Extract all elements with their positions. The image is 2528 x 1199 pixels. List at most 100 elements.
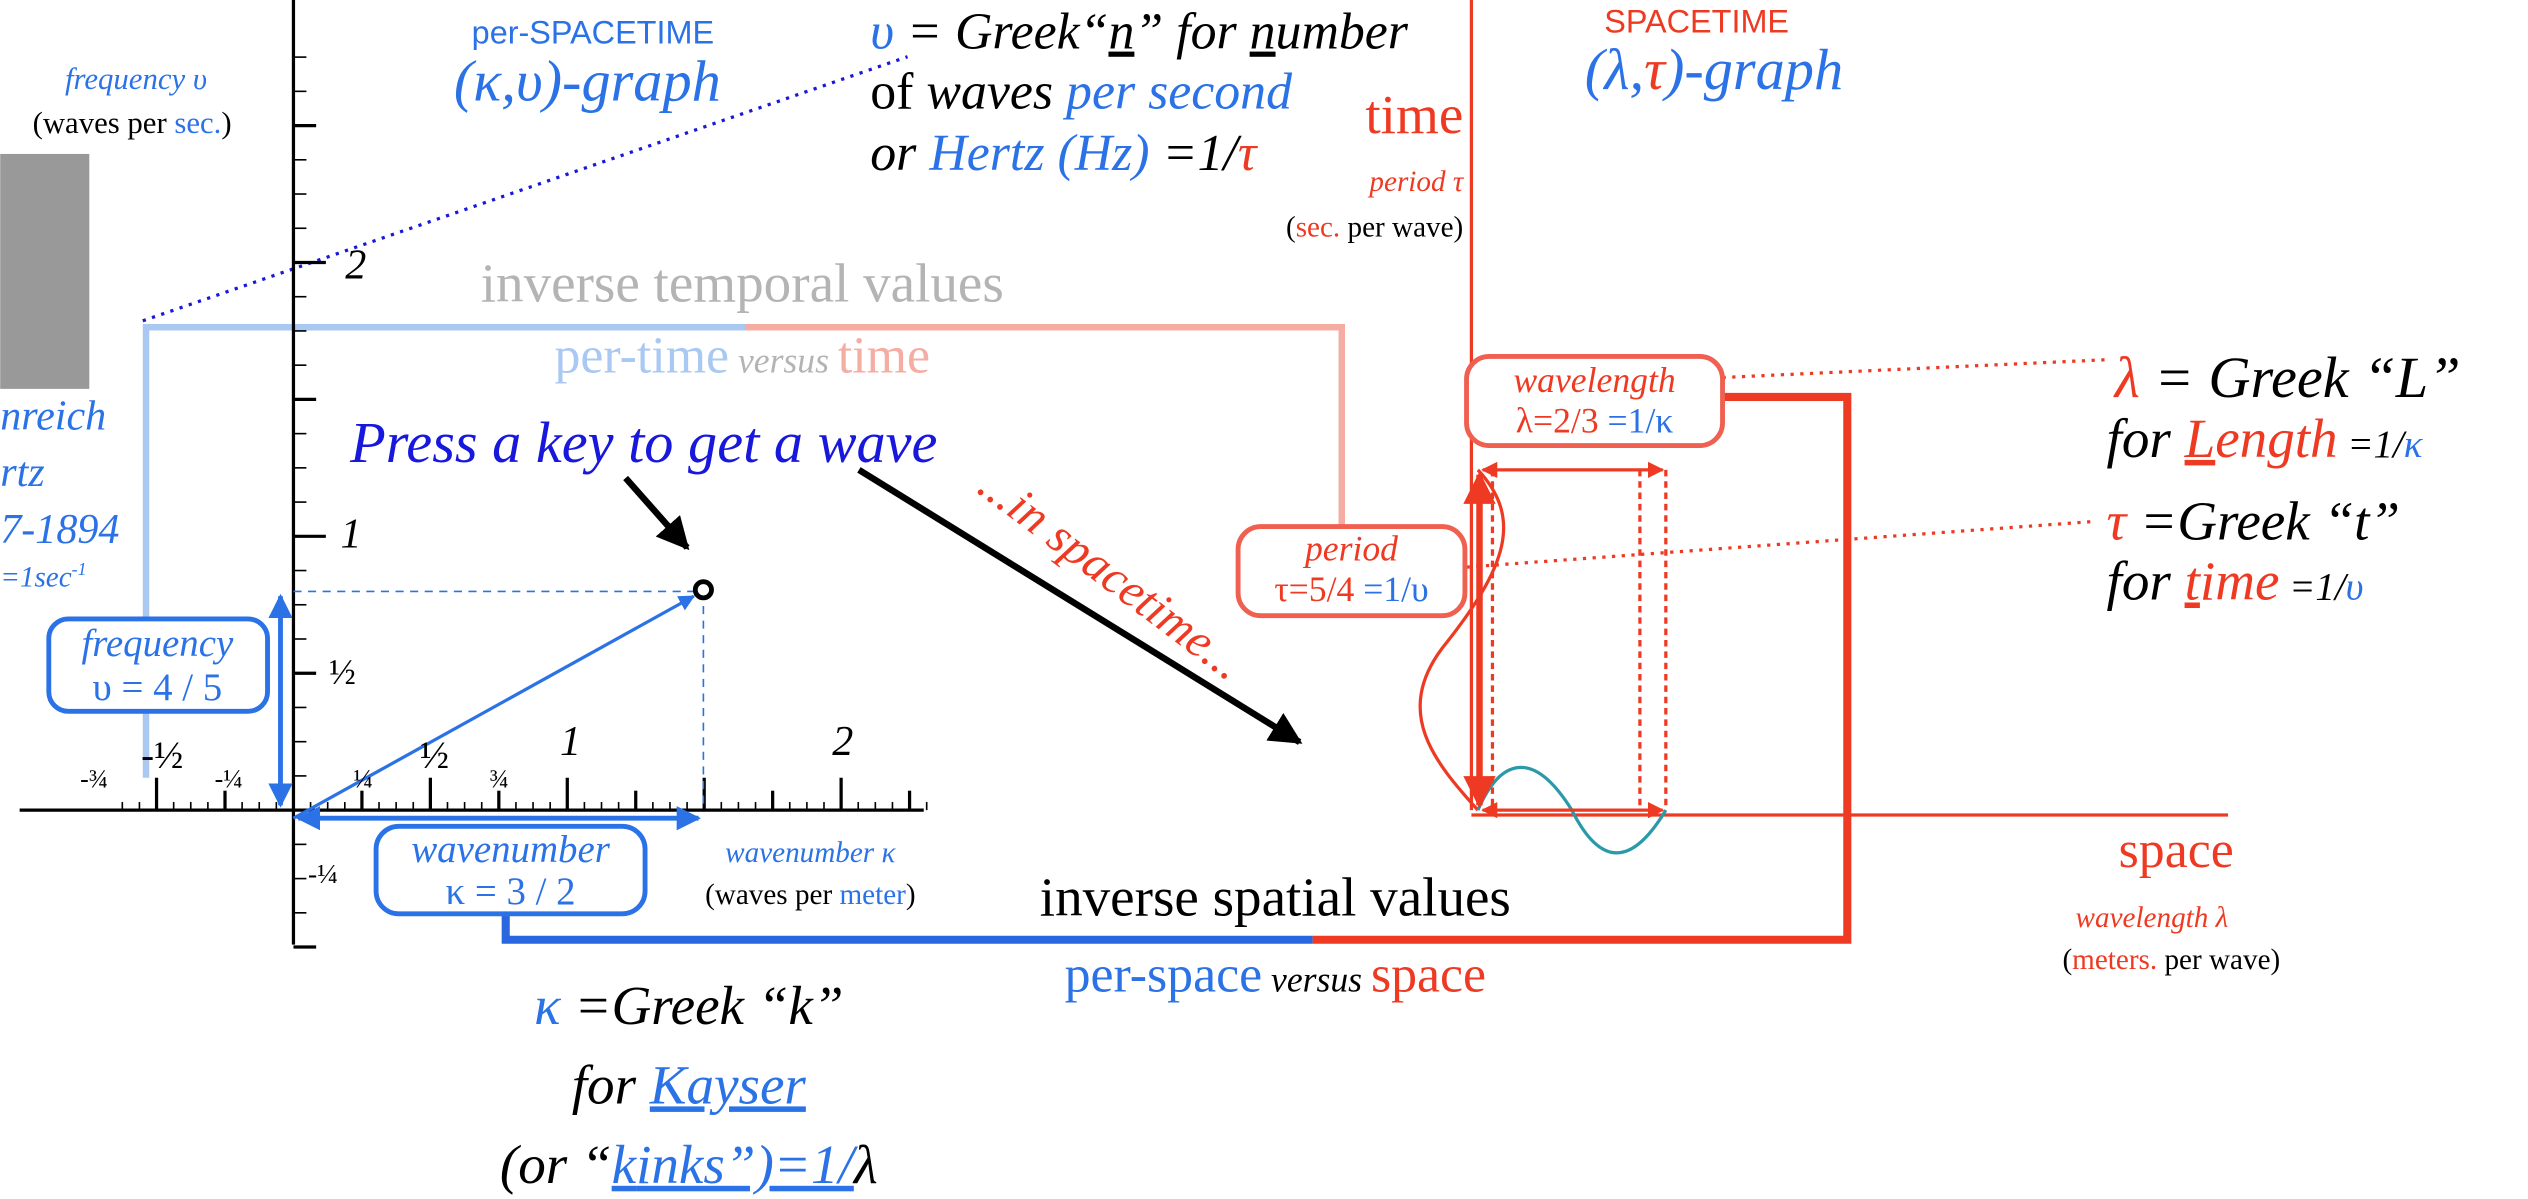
text-segment: =Greek “k” [561,975,844,1036]
shape [1313,397,1848,940]
text-segment: =1/ [2279,566,2348,609]
note-line: λ = Greek “L” [2113,345,2461,410]
text-segment: ime [2200,551,2280,612]
box-label: period [1302,529,1398,569]
tick-label: 2 [345,242,366,289]
text-segment: ) [906,879,916,911]
text-segment: K [649,1054,690,1115]
diagram: per-SPACETIME (κ,υ)-graph frequency υ (w… [0,0,2528,1199]
tick-label: 1 [560,718,581,765]
text-segment: ength [2215,408,2337,469]
text-segment: =Greek “t” [2126,491,2400,552]
text-segment: τ [1644,37,1667,102]
box-label: frequency [81,622,234,665]
text-segment: inks”)=1/ [636,1134,858,1195]
text-segment: -1 [72,559,87,579]
graph-title: (λ,τ)-graph [1585,37,1843,102]
text-segment: =1sec [0,562,72,594]
shape [122,57,926,947]
text-segment: (or “ [500,1134,612,1195]
banner-line: per-space versus space [1065,947,1486,1004]
text-segment: =1/κ [1608,401,1674,441]
box-label: wavenumber [411,828,611,871]
box-value: υ = 4 / 5 [92,666,222,709]
text-segment: or [870,125,929,182]
box-label: wavelength [1513,360,1675,400]
text-segment: time [838,328,930,385]
shape [626,478,688,548]
tick-label: -¾ [80,764,108,793]
text-segment: ( [1286,212,1296,244]
axis-label: time [1365,84,1463,145]
text-segment: ) [221,106,231,140]
tick-label: ¼ [353,764,372,793]
text-segment: sec. [174,106,221,140]
text-segment: per second [1062,64,1293,121]
tick-label: ¾ [490,764,509,793]
portrait [0,154,89,389]
note-line: for Length =1/κ [2107,408,2424,469]
text-segment: = Greek “L” [2140,345,2461,410]
caption: SPACETIME [1604,3,1789,39]
tick-label: 2 [832,718,853,765]
text-segment: meters. [2072,944,2157,976]
tick-label: -½ [141,734,183,777]
text-segment: =1/υ [1363,569,1428,609]
text-segment: τ [1238,125,1259,182]
portrait-caption: rtz [0,449,44,496]
text-segment: τ=5/4 [1274,569,1363,609]
banner-line: per-time versus time [555,328,930,385]
axis-label: space [2119,822,2234,879]
text-segment: per-time [555,328,730,385]
portrait-caption: nreich [0,392,106,439]
text-segment: L [2184,408,2216,469]
box-value: κ = 3 / 2 [446,870,576,913]
shape [1467,522,2091,567]
tick-label: ½ [329,652,356,692]
graph-title: (κ,υ)-graph [454,48,721,113]
text-segment: (waves per [705,879,839,911]
note-line: (or “kinks”)=1/λ [500,1134,878,1195]
banner-heading: inverse temporal values [481,252,1004,313]
tick-label: -¼ [308,858,338,889]
text-segment: n [1108,4,1134,61]
caption: per-SPACETIME [472,15,714,51]
text-segment: space [1371,947,1486,1004]
text-segment: for [2107,408,2185,469]
note-line: or Hertz (Hz) =1/τ [870,125,1259,182]
note-line: κ =Greek “k” [534,975,843,1036]
text-segment: of [870,64,926,121]
text-segment: (waves per [33,106,175,140]
text-segment: versus [729,341,838,381]
axis-units: (meters. per wave) [2062,944,2280,976]
text-segment: κ [534,975,562,1036]
text-segment: versus [1262,960,1371,1000]
shape [1723,360,2107,378]
shape [859,470,1300,742]
text-segment: υ [870,4,894,61]
tick-label: ½ [420,734,449,777]
tick-label: -¼ [215,764,243,793]
text-segment: ayser [687,1054,807,1115]
text-segment: κ [2404,423,2424,466]
text-segment: τ [2107,491,2129,552]
note-line: of waves per second [870,64,1293,121]
text-segment: λ=2/3 [1516,401,1608,441]
text-segment: λ [2113,345,2140,410]
box-value: τ=5/4 =1/υ [1274,569,1428,609]
text-segment: λ [852,1134,878,1195]
text-segment: meter [839,879,906,911]
axis-label: wavenumber κ [725,837,896,869]
portrait-caption: =1sec-1 [0,559,86,593]
prompt[interactable]: Press a key to get a wave [349,410,937,475]
text-segment: per-space [1065,947,1263,1004]
banner-heading: inverse spatial values [1040,866,1511,927]
page: { "left_graph": { "caption": "per-SPACET… [0,0,2528,1199]
text-segment: )-graph [1662,37,1843,102]
axis-units: (sec. per wave) [1286,212,1463,244]
text-segment: =1/ [2338,423,2407,466]
tick-label: 1 [340,511,361,558]
text-segment: umber [1276,4,1409,61]
axis-units: (waves per meter) [705,879,915,911]
text-segment: =1/ [1150,125,1243,182]
